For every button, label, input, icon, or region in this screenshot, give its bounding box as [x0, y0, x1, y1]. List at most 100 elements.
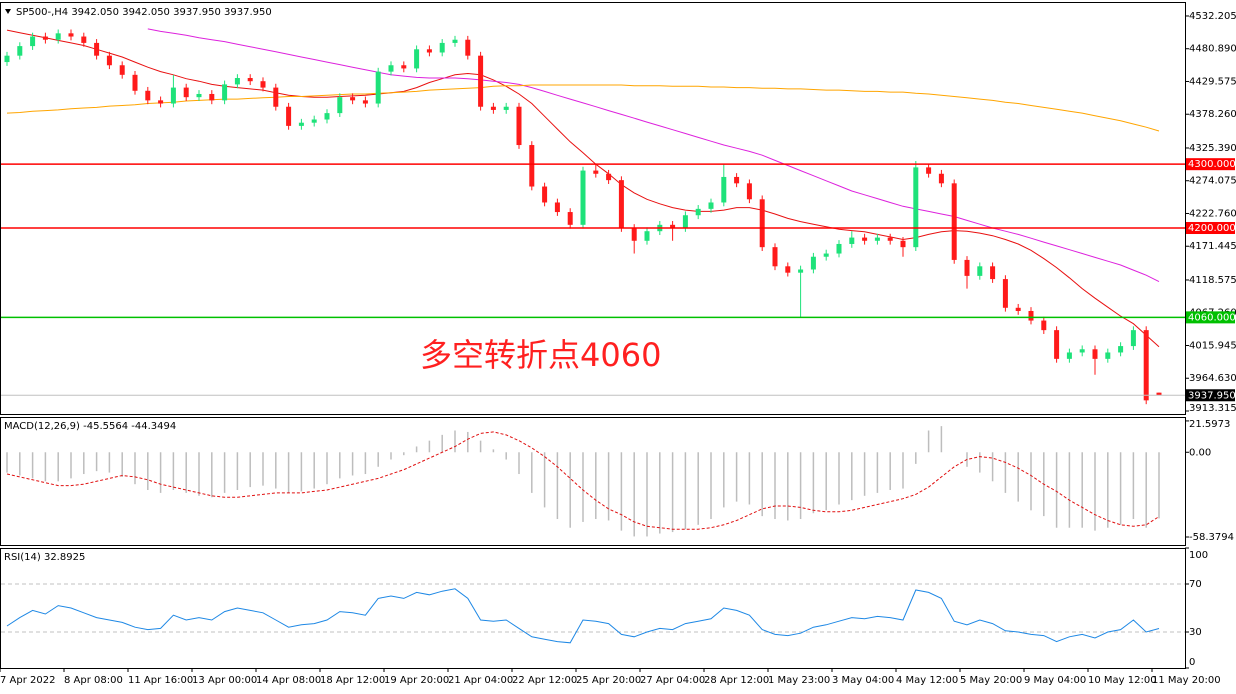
y-tick-label: 4325.390 — [1189, 143, 1236, 154]
candle-body — [964, 259, 970, 276]
x-tick-label: 7 Apr 2022 — [0, 675, 55, 686]
candle-body — [94, 42, 100, 56]
x-tick-label: 25 Apr 20:00 — [576, 675, 641, 686]
rsi-title: RSI(14) 32.8925 — [4, 552, 85, 563]
candle-body — [938, 173, 944, 184]
candle-body — [836, 243, 842, 254]
candle-body — [772, 247, 778, 267]
x-tick-label: 22 Apr 12:00 — [512, 675, 577, 686]
x-tick-label: 21 Apr 04:00 — [448, 675, 513, 686]
candle-body — [567, 212, 573, 225]
y-tick-label: 4222.760 — [1189, 208, 1236, 219]
candle-body — [721, 176, 727, 203]
macd-title: MACD(12,26,9) -45.5564 -44.3494 — [4, 421, 176, 432]
candle-body — [926, 167, 932, 174]
x-tick-label: 8 Apr 08:00 — [64, 675, 123, 686]
x-tick-label: 4 May 12:00 — [896, 675, 958, 686]
x-tick-label: 11 May 20:00 — [1152, 675, 1221, 686]
x-tick-label: 10 May 12:00 — [1088, 675, 1157, 686]
candle-body — [1156, 392, 1162, 396]
plot-layer: 4532.205 4480.890 4429.575 4378.260 4325.390… — [0, 11, 1236, 686]
level-label: 4060.000 — [1188, 312, 1236, 323]
candle-body — [1092, 349, 1098, 359]
y-tick-label: 0 — [1189, 657, 1195, 668]
x-tick-label: 9 May 04:00 — [1024, 675, 1086, 686]
candle-body — [247, 78, 253, 82]
candle-body — [414, 49, 420, 69]
candle-body — [4, 55, 10, 63]
y-tick-label: 21.5973 — [1189, 419, 1230, 430]
candle-body — [1130, 330, 1136, 347]
x-tick-label: 3 May 04:00 — [832, 675, 894, 686]
candle-body — [1143, 330, 1149, 401]
candle-body — [900, 240, 906, 248]
level-label-box — [1186, 158, 1235, 171]
x-tick-label: 18 Apr 12:00 — [320, 675, 385, 686]
candle-body — [682, 215, 688, 229]
y-tick-label: 4015.945 — [1189, 340, 1236, 351]
candle-body — [529, 145, 535, 187]
candle-body — [388, 65, 394, 72]
moving-average — [6, 29, 1160, 348]
candle-body — [401, 65, 407, 69]
level-label-box — [1186, 311, 1235, 324]
candle-body — [439, 42, 445, 53]
x-tick-label: 11 Apr 16:00 — [128, 675, 193, 686]
candle-body — [887, 237, 893, 241]
macd-panel — [0, 417, 1186, 546]
candle-body — [196, 93, 202, 98]
x-tick-label: 13 Apr 00:00 — [192, 675, 257, 686]
y-tick-label: 100 — [1189, 550, 1208, 561]
candle-body — [30, 36, 36, 47]
candle-body — [158, 100, 164, 104]
candle-body — [55, 33, 61, 40]
candle-body — [234, 78, 240, 85]
candle-body — [1015, 307, 1021, 311]
x-tick-label: 27 Apr 04:00 — [640, 675, 705, 686]
level-label: 4300.000 — [1188, 159, 1236, 170]
candle-body — [618, 180, 624, 229]
y-tick-label: 4171.445 — [1189, 241, 1236, 252]
candle-body — [593, 170, 599, 174]
candle-body — [170, 87, 176, 104]
candle-body — [874, 237, 880, 241]
current-price-box — [1186, 389, 1235, 402]
candle-body — [311, 119, 317, 123]
candle-body — [324, 113, 330, 120]
rsi-line — [6, 588, 1160, 644]
candle-body — [708, 202, 714, 209]
candle-body — [913, 167, 919, 248]
candle-body — [503, 106, 509, 110]
x-tick-label: 1 May 23:00 — [768, 675, 830, 686]
candle-body — [350, 97, 356, 101]
level-label-box — [1186, 222, 1235, 235]
current-price-label: 3937.950 — [1188, 390, 1236, 401]
candle-body — [298, 122, 304, 126]
candle-body — [273, 87, 279, 107]
candle-body — [542, 186, 548, 203]
candle-body — [695, 208, 701, 216]
candle-body — [375, 71, 381, 104]
menu-arrow — [5, 9, 11, 14]
candle-body — [580, 170, 586, 225]
candle-body — [631, 228, 637, 241]
candle-body — [260, 81, 266, 88]
candle-body — [452, 39, 458, 43]
candle-body — [1041, 320, 1047, 331]
candle-body — [823, 253, 829, 257]
candle-body — [222, 84, 228, 101]
candle-body — [849, 237, 855, 244]
x-tick-label: 5 May 20:00 — [960, 675, 1022, 686]
x-tick-label: 19 Apr 20:00 — [384, 675, 449, 686]
candle-body — [990, 266, 996, 280]
candle-body — [1054, 330, 1060, 359]
candle-body — [1066, 352, 1072, 359]
candle-body — [977, 266, 983, 276]
annotation: 多空转折点4060 — [420, 336, 661, 374]
macd-signal — [6, 431, 1160, 530]
candle-body — [1118, 346, 1124, 353]
candle-body — [132, 74, 138, 91]
y-tick-label: 4480.890 — [1189, 44, 1236, 55]
y-tick-label: 4532.205 — [1189, 11, 1236, 22]
candle-body — [17, 46, 23, 56]
